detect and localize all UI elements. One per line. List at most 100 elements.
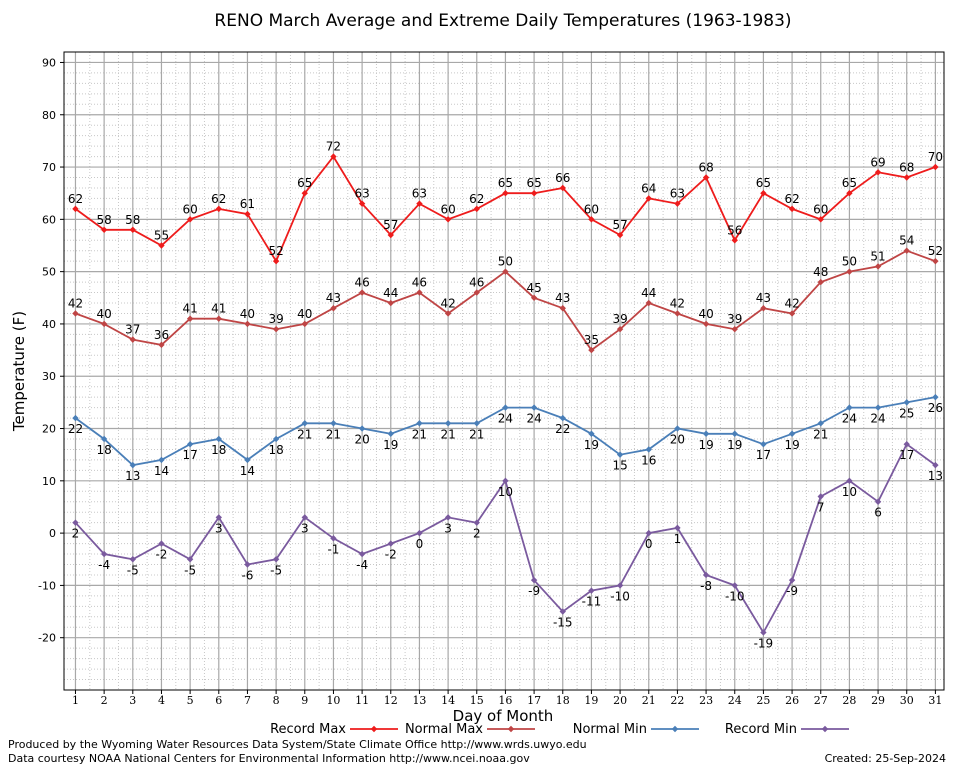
data-label: -1 (327, 542, 339, 556)
data-label: 3 (215, 521, 223, 535)
data-point (874, 169, 882, 176)
data-point (473, 519, 480, 526)
data-label: 19 (727, 438, 742, 452)
data-label: 22 (555, 422, 570, 436)
data-point (702, 174, 710, 181)
x-tick-label: 1 (72, 694, 79, 707)
data-label: 19 (584, 438, 599, 452)
data-point (760, 305, 767, 312)
data-label: -8 (700, 579, 712, 593)
data-label: 37 (125, 323, 140, 337)
x-tick-label: 3 (129, 694, 136, 707)
data-point (100, 435, 108, 443)
data-point (215, 514, 222, 521)
x-tick-label: 19 (584, 694, 598, 707)
data-label: 52 (268, 244, 283, 258)
data-label: 43 (326, 291, 341, 305)
data-point (674, 524, 681, 532)
data-label: 44 (641, 286, 656, 300)
data-label: 21 (326, 427, 341, 441)
data-point (444, 216, 452, 223)
data-point (731, 582, 738, 589)
data-point (616, 582, 624, 589)
data-point (502, 404, 509, 411)
data-label: 24 (526, 412, 541, 426)
data-point (158, 540, 165, 547)
data-point (932, 163, 939, 171)
data-point (616, 451, 624, 458)
data-point (473, 205, 480, 213)
data-label: 6 (874, 506, 882, 520)
minor-grid (64, 52, 944, 690)
data-point (72, 205, 79, 213)
data-point (301, 189, 308, 197)
x-tick-label: 11 (355, 694, 369, 707)
data-label: 50 (498, 255, 513, 269)
x-axis-title: Day of Month (453, 707, 554, 725)
data-label: 51 (870, 249, 885, 263)
data-label: 65 (526, 176, 541, 190)
data-point (645, 529, 652, 537)
data-label: 39 (268, 312, 283, 326)
x-tick-label: 13 (412, 694, 426, 707)
legend-marker (821, 725, 829, 733)
x-tick-label: 16 (498, 694, 512, 707)
x-tick-label: 2 (101, 694, 108, 707)
data-label: 42 (784, 296, 799, 310)
data-label: 62 (68, 192, 83, 206)
data-point (788, 205, 796, 213)
data-point (129, 336, 136, 343)
x-tick-label: 23 (699, 694, 713, 707)
data-label: 60 (584, 202, 599, 216)
footer-produced-by: Produced by the Wyoming Water Resources … (8, 738, 587, 751)
data-label: 17 (182, 448, 197, 462)
data-point (301, 514, 308, 521)
data-point (72, 519, 79, 526)
x-tick-label: 8 (273, 694, 280, 707)
data-label: 3 (301, 521, 309, 535)
data-label: 66 (555, 171, 570, 185)
data-point (788, 430, 796, 437)
data-label: 58 (125, 213, 140, 227)
data-point (215, 315, 222, 322)
data-label: 20 (670, 433, 685, 447)
x-tick-label: 29 (871, 694, 885, 707)
data-label: -6 (241, 568, 253, 582)
data-label: 65 (498, 176, 513, 190)
x-tick-label: 12 (384, 694, 398, 707)
x-tick-label: 15 (470, 694, 484, 707)
data-point (674, 200, 681, 207)
data-point (588, 587, 595, 594)
data-label: -5 (270, 563, 282, 577)
data-label: 39 (727, 312, 742, 326)
data-point (158, 456, 165, 464)
data-label: 21 (813, 427, 828, 441)
data-label: 20 (354, 433, 369, 447)
data-point (559, 184, 566, 192)
x-tick-label: 26 (785, 694, 799, 707)
data-label: 21 (440, 427, 455, 441)
data-label: 58 (96, 213, 111, 227)
data-point (272, 556, 280, 563)
data-point (846, 477, 853, 485)
data-point (702, 430, 710, 437)
data-label: -11 (582, 595, 602, 609)
data-point (244, 456, 251, 464)
data-point (932, 461, 939, 469)
x-tick-label: 9 (301, 694, 308, 707)
data-point (874, 404, 882, 411)
x-tick-label: 30 (900, 694, 914, 707)
y-tick-label: 20 (42, 423, 56, 436)
data-label: -2 (155, 548, 167, 562)
data-label: 13 (125, 469, 140, 483)
data-label: -19 (754, 636, 774, 650)
y-tick-label: 60 (42, 213, 56, 226)
data-label: 60 (813, 202, 828, 216)
data-point (186, 216, 194, 223)
data-label: 65 (297, 176, 312, 190)
data-point (760, 629, 767, 636)
data-point (645, 195, 652, 202)
data-label: 48 (813, 265, 828, 279)
data-label: 60 (440, 202, 455, 216)
data-point (72, 414, 79, 422)
